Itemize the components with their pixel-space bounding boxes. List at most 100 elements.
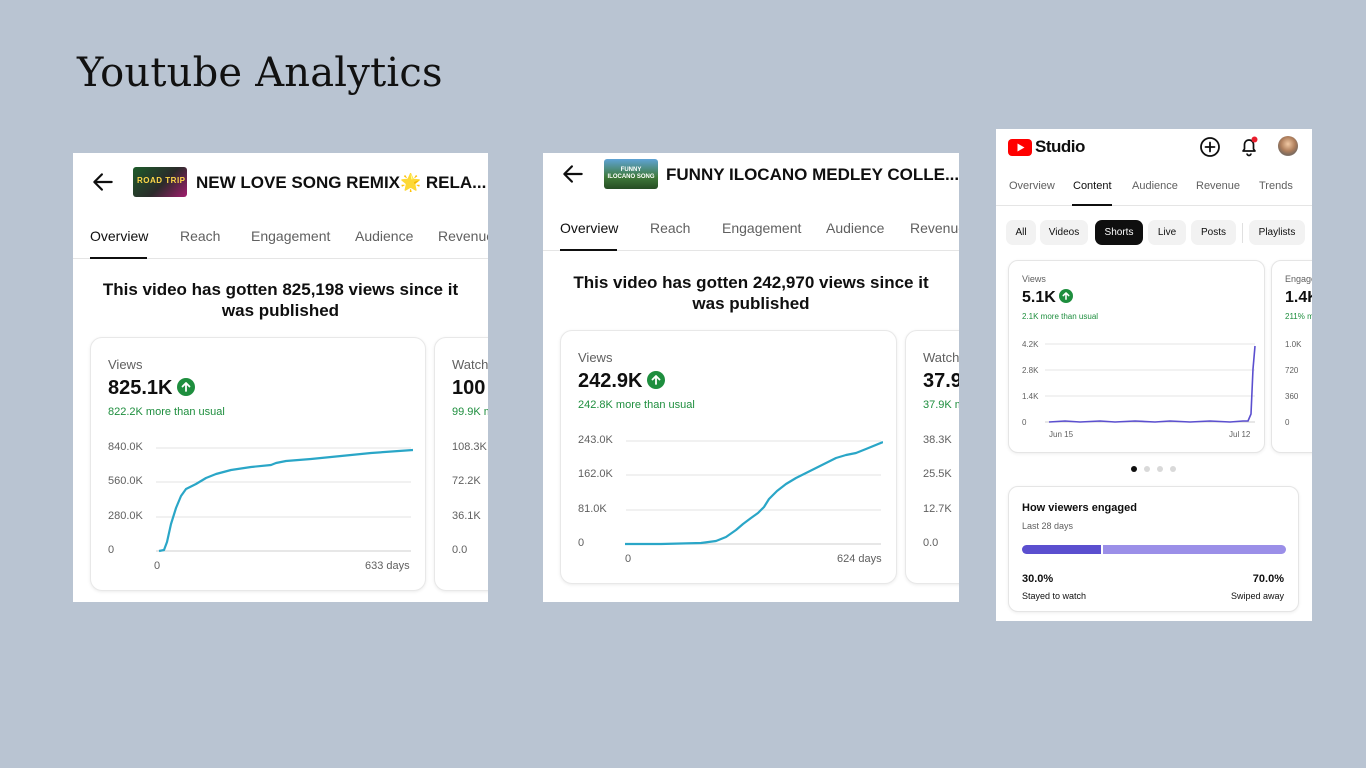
stayed-label: Stayed to watch: [1022, 591, 1087, 601]
y-tick: 360: [1285, 392, 1299, 401]
views-line: [1048, 345, 1256, 423]
views-headline: This video has gotten 825,198 views sinc…: [102, 280, 459, 320]
carousel-dot[interactable]: [1131, 466, 1137, 472]
watch-time-card[interactable]: Watch 100 99.9K m 108.3K 72.2K 36.1K 0.0: [434, 337, 488, 591]
up-arrow-icon: [646, 371, 665, 389]
y-tick: 81.0K: [578, 503, 607, 515]
chip-live[interactable]: Live: [1148, 220, 1186, 245]
y-tick: 2.8K: [1022, 366, 1039, 375]
tab-reach[interactable]: Reach: [650, 220, 691, 236]
engaged-views-card[interactable]: Engage 1.4K 211% m 1.0K 720 360 0: [1271, 260, 1312, 453]
card-value: 37.9: [923, 370, 959, 392]
analytics-panel-2: FUNNY ILOCANO SONG FUNNY ILOCANO MEDLEY …: [543, 153, 959, 602]
active-tab-indicator: [90, 257, 147, 259]
tab-engagement[interactable]: Engagement: [251, 228, 331, 244]
x-tick: 0: [625, 553, 632, 565]
y-tick: 560.0K: [108, 475, 143, 487]
card-value: 100: [452, 377, 486, 399]
chip-playlists[interactable]: Playlists: [1249, 220, 1305, 245]
youtube-logo-icon: [1008, 138, 1032, 156]
up-arrow-icon: [176, 378, 195, 396]
engagement-bar: [1022, 545, 1286, 554]
views-line: [625, 440, 883, 546]
y-tick: 280.0K: [108, 510, 143, 522]
video-title: FUNNY ILOCANO MEDLEY COLLE...: [666, 165, 959, 184]
video-title: NEW LOVE SONG REMIX🌟 RELA...: [196, 173, 487, 192]
tab-revenue[interactable]: Revenue: [910, 220, 959, 236]
carousel-dot[interactable]: [1157, 466, 1163, 472]
y-tick: 12.7K: [923, 503, 952, 515]
card-note: 211% m: [1285, 312, 1312, 321]
tab-revenue[interactable]: Revenue: [1196, 180, 1241, 192]
tab-audience[interactable]: Audience: [355, 228, 414, 244]
y-tick: 840.0K: [108, 441, 143, 453]
chip-posts[interactable]: Posts: [1191, 220, 1236, 245]
card-subtitle: Last 28 days: [1022, 521, 1074, 531]
y-tick: 0: [578, 537, 585, 549]
shorts-views-card[interactable]: Views 5.1K 2.1K more than usual 4.2K 2.8…: [1008, 260, 1265, 453]
chip-shorts[interactable]: Shorts: [1095, 220, 1143, 245]
y-tick: 162.0K: [578, 468, 613, 480]
y-tick: 72.2K: [452, 475, 481, 487]
tab-audience[interactable]: Audience: [1132, 180, 1178, 192]
y-tick: 0: [108, 544, 115, 556]
back-arrow-icon[interactable]: [560, 161, 586, 187]
bell-icon[interactable]: [1238, 135, 1260, 157]
tab-content[interactable]: Content: [1073, 180, 1112, 192]
views-chart: [156, 447, 413, 553]
card-value: 5.1K: [1022, 289, 1073, 307]
card-label: Views: [1022, 274, 1046, 284]
tab-revenue[interactable]: Revenue: [438, 228, 488, 244]
create-plus-icon[interactable]: [1199, 136, 1221, 158]
watch-time-card[interactable]: Watch 37.9 37.9K m 38.3K 25.5K 12.7K 0.0: [905, 330, 959, 584]
studio-logo[interactable]: Studio: [1008, 137, 1085, 157]
y-tick: 0.0: [452, 544, 468, 556]
views-card[interactable]: Views 242.9K 242.8K more than usual 243.…: [560, 330, 897, 584]
up-arrow-icon: [1058, 289, 1073, 303]
card-value: 825.1K: [108, 377, 195, 400]
chip-divider: [1242, 223, 1243, 243]
how-viewers-engaged-card[interactable]: How viewers engaged Last 28 days 30.0% S…: [1008, 486, 1299, 612]
tab-overview[interactable]: Overview: [90, 228, 149, 244]
x-tick: Jul 12: [1229, 430, 1251, 439]
views-card[interactable]: Views 825.1K 822.2K more than usual 840.…: [90, 337, 426, 591]
y-tick: 4.2K: [1022, 340, 1039, 349]
tab-audience[interactable]: Audience: [826, 220, 885, 236]
tab-overview[interactable]: Overview: [560, 220, 619, 236]
tab-trends[interactable]: Trends: [1259, 180, 1293, 192]
video-thumbnail: FUNNY ILOCANO SONG: [604, 159, 658, 189]
views-line: [158, 448, 413, 553]
y-tick: 0: [1285, 418, 1290, 427]
y-tick: 38.3K: [923, 434, 952, 446]
bar-separator: [1101, 545, 1104, 554]
swiped-percent: 70.0%: [1252, 573, 1284, 585]
video-thumbnail: ROAD TRIP: [133, 167, 187, 197]
back-arrow-icon[interactable]: [90, 169, 116, 195]
card-label: Views: [108, 357, 143, 372]
tab-engagement[interactable]: Engagement: [722, 220, 802, 236]
chip-all[interactable]: All: [1006, 220, 1036, 245]
thumbnail-text: FUNNY ILOCANO SONG: [607, 167, 655, 180]
tab-reach[interactable]: Reach: [180, 228, 221, 244]
active-tab-indicator: [1072, 204, 1112, 206]
y-tick: 0.0: [923, 537, 939, 549]
card-value: 1.4K: [1285, 289, 1312, 306]
views-headline: This video has gotten 242,970 views sinc…: [573, 273, 929, 313]
y-tick: 0: [1022, 418, 1027, 427]
card-note: 99.9K m: [452, 406, 488, 418]
tab-overview[interactable]: Overview: [1009, 180, 1055, 192]
avatar[interactable]: [1278, 136, 1298, 156]
y-tick: 108.3K: [452, 441, 487, 453]
chip-videos[interactable]: Videos: [1040, 220, 1088, 245]
x-tick: 633 days: [365, 560, 410, 572]
carousel-dot[interactable]: [1144, 466, 1150, 472]
studio-tab-bar: [996, 174, 1312, 206]
swiped-segment: [1103, 545, 1286, 554]
views-chart: [625, 440, 883, 546]
thumbnail-text: ROAD TRIP: [137, 176, 186, 185]
carousel-dot[interactable]: [1170, 466, 1176, 472]
y-tick: 1.4K: [1022, 392, 1039, 401]
card-note: 242.8K more than usual: [578, 399, 695, 411]
swiped-label: Swiped away: [1230, 591, 1284, 601]
card-label: Engage: [1285, 274, 1312, 284]
